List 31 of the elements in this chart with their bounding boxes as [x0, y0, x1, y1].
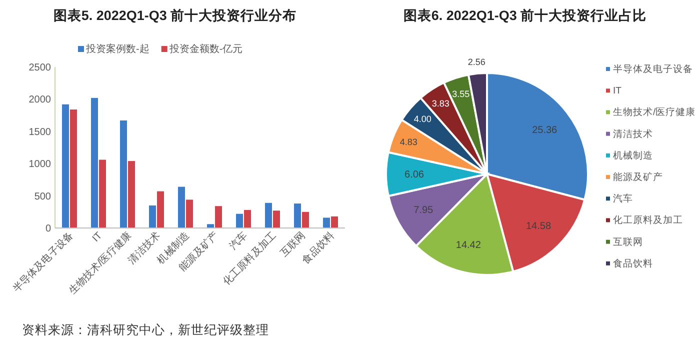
y-tick-label: 0: [45, 224, 52, 234]
chart-title: 图表5. 2022Q1-Q3 前十大投资行业分布: [53, 8, 297, 23]
data-label: 4.00: [414, 114, 432, 124]
legend-label: 化工原料及加工: [613, 214, 683, 226]
data-label: 14.42: [456, 240, 482, 251]
data-label: 3.55: [452, 88, 470, 99]
data-label: 14.58: [526, 220, 552, 232]
legend-label: 机械制造: [613, 149, 653, 162]
y-tick-label: 2500: [28, 62, 52, 74]
y-tick-label: 1000: [28, 159, 52, 170]
y-tick-label: 500: [34, 191, 52, 202]
legend-label: 清洁技术: [613, 128, 653, 140]
data-label: 3.83: [432, 98, 450, 108]
data-label: 7.95: [414, 204, 434, 216]
legend-label: 汽车: [613, 192, 633, 205]
y-tick-label: 2000: [28, 94, 52, 106]
legend-label: IT: [613, 86, 622, 97]
y-tick-label: 1500: [28, 126, 52, 138]
legend-label: 投资案例数-起: [85, 43, 150, 55]
text: 资料来源：清科研究中心，新世纪评级整理: [22, 322, 269, 337]
chart-title: 图表6. 2022Q1-Q3 前十大投资行业占比: [403, 8, 647, 23]
legend-label: 投资金额数-亿元: [168, 43, 243, 55]
legend-label: 半导体及电子设备: [613, 63, 693, 75]
legend-label: 生物技术/医疗健康: [613, 106, 696, 118]
data-label: 4.83: [400, 137, 418, 148]
data-label: 2.56: [468, 56, 486, 67]
x-tick-label: 汽车: [226, 230, 250, 252]
legend-label: 能源及矿产: [613, 171, 663, 183]
data-label: 6.06: [404, 170, 424, 181]
data-label: 25.36: [532, 125, 558, 136]
x-tick-label: IT: [90, 230, 105, 244]
